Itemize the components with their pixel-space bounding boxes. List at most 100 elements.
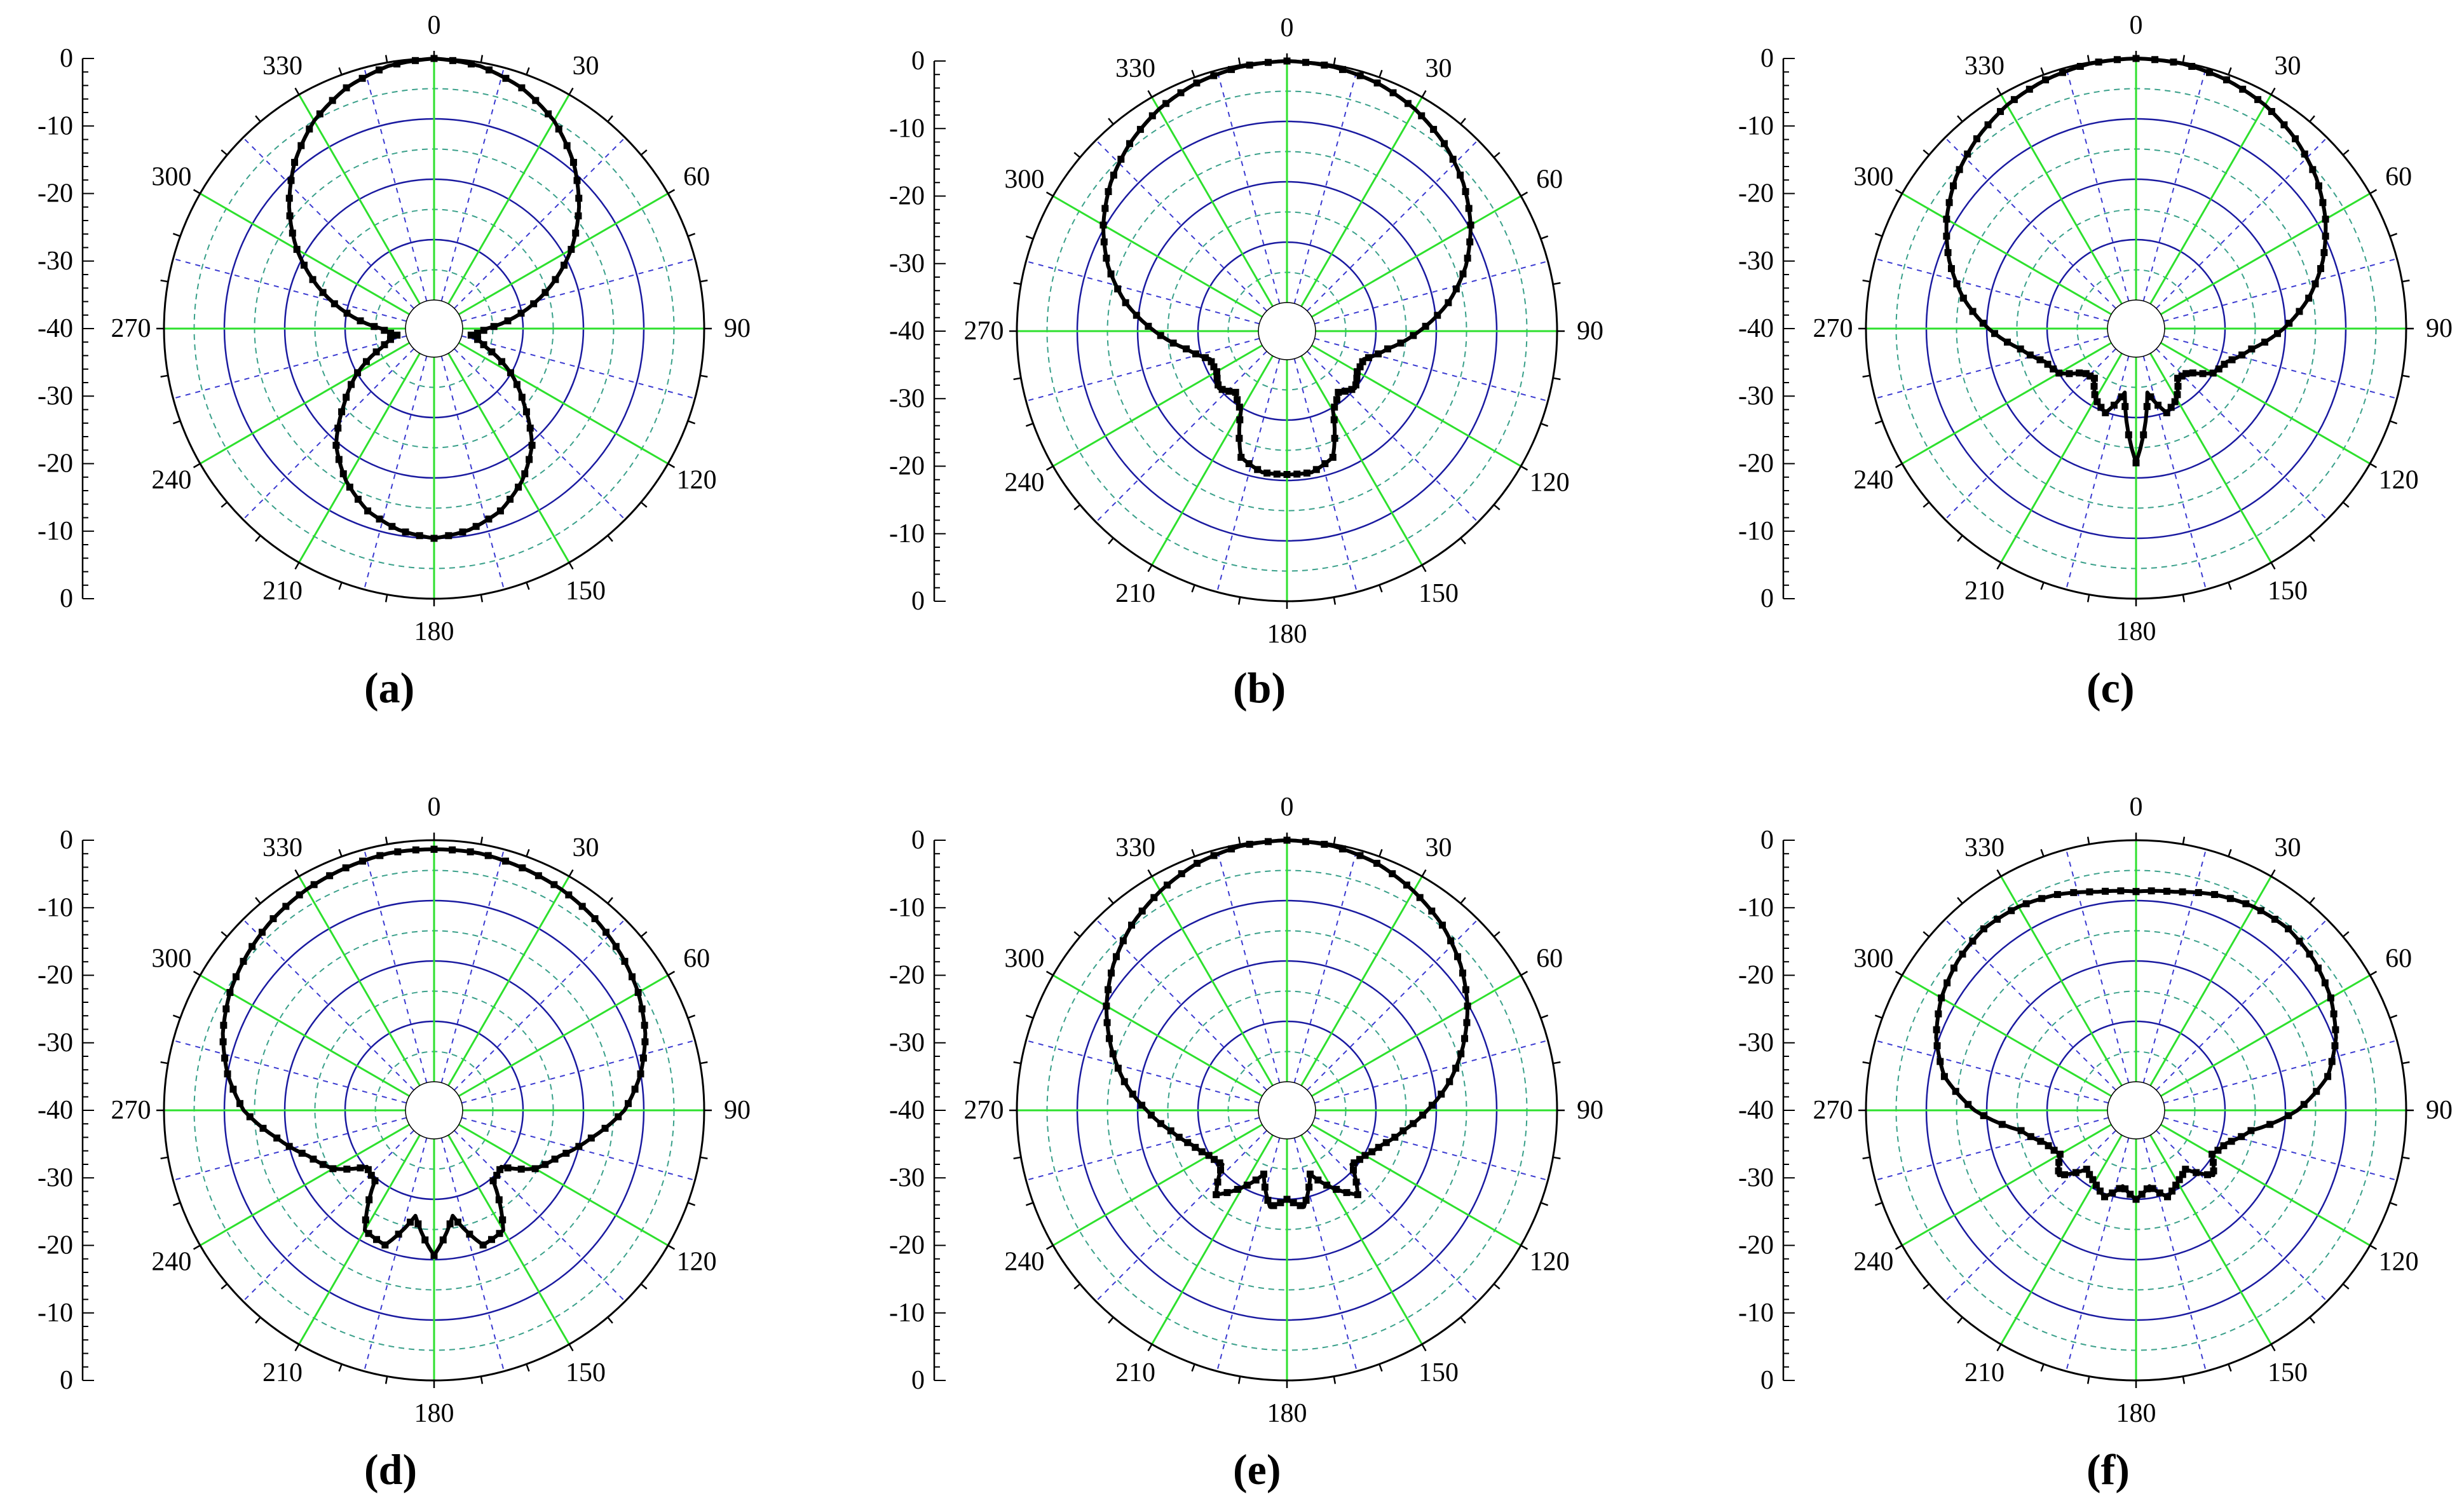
data-point [507,495,514,503]
data-point [1969,308,1977,315]
data-point [641,1038,649,1045]
data-point [1356,1155,1363,1163]
data-point [587,1134,595,1142]
angle-tick-label: 240 [1853,1248,1893,1277]
data-point [2143,1185,2151,1193]
angle-tick-label: 330 [1115,54,1155,83]
data-point [1312,466,1320,473]
data-point [393,60,400,68]
angle-tick-mark [2402,279,2410,283]
angle-tick-mark [1957,1316,1963,1324]
data-point [1183,345,1190,353]
major-spoke [458,974,669,1097]
radial-tick-label: 0 [911,587,925,616]
data-point [1099,221,1107,229]
data-point [309,276,317,283]
data-point [2113,56,2121,64]
angle-tick-mark [1025,423,1034,427]
data-point [2172,1182,2180,1189]
radial-tick-label: -30 [1738,1028,1774,1058]
data-point [526,456,533,463]
data-point [430,535,438,542]
radial-tick-label: 0 [911,1366,925,1395]
data-point [1368,1148,1376,1155]
data-point [569,158,577,166]
radial-tick-label: -40 [37,1096,73,1125]
data-point [416,532,423,540]
angle-tick-label: 0 [1281,793,1294,822]
data-point [310,1155,317,1163]
angle-tick-mark [1493,152,1501,158]
data-point [2171,398,2179,405]
angle-tick-mark [687,233,696,237]
data-point [1335,388,1342,396]
angle-tick-mark [1237,836,1241,845]
data-point [545,110,552,118]
angle-tick-mark [1191,848,1195,857]
data-point [638,1005,646,1012]
data-point [489,1177,497,1185]
data-point [2228,1138,2235,1145]
data-point [2008,907,2015,915]
data-point [551,1155,559,1163]
angle-tick-mark [2402,1061,2410,1065]
data-point [343,1166,351,1173]
angle-tick-mark [294,87,300,95]
data-point [541,1161,549,1168]
radial-tick-label: -40 [1738,314,1774,343]
angle-tick-mark [1923,1283,1930,1290]
data-point [1422,322,1429,330]
major-spoke [458,193,669,315]
angle-tick-label: 60 [1536,944,1563,974]
data-point [2156,1189,2163,1197]
data-point [2118,393,2125,400]
data-point [1246,61,1253,69]
data-point [1283,471,1291,478]
angle-tick-mark [568,1344,574,1352]
angle-tick-mark [1862,279,1870,283]
data-point [1356,852,1364,859]
data-point [575,194,583,202]
data-point [522,408,530,416]
data-point [2220,1142,2228,1150]
angle-tick-mark [1025,1014,1034,1019]
data-point [1290,1199,1297,1206]
data-point [1223,1188,1231,1196]
data-point [1218,386,1226,393]
angle-tick-mark [1147,90,1153,98]
data-point [1449,156,1457,163]
angle-tick-label: 90 [1577,317,1603,346]
data-point [2327,994,2334,1002]
data-point [1943,215,1950,223]
angle-tick-mark [667,971,676,976]
data-point [2090,374,2098,382]
angle-tick-label: 150 [566,1358,606,1387]
data-point [1354,1191,1361,1199]
angle-tick-label: 270 [964,1096,1004,1125]
major-spoke [2160,974,2371,1097]
angle-tick-label: 300 [1853,944,1893,974]
data-point [1375,1143,1382,1151]
angle-tick-label: 0 [2130,11,2143,40]
major-spoke [200,193,410,315]
angle-tick-mark [1421,1344,1427,1352]
data-point [339,470,347,477]
data-point [2280,121,2288,128]
angle-tick-mark [1108,897,1114,904]
angle-tick-mark [385,836,388,845]
angle-tick-mark [1237,57,1241,65]
angle-tick-label: 180 [414,617,454,646]
data-point [2206,69,2214,76]
angle-tick-mark [667,1244,676,1250]
angle-tick-mark [1333,836,1337,845]
angle-tick-mark [160,1061,168,1065]
angle-tick-mark [338,582,343,590]
angle-tick-label: 300 [151,163,191,192]
data-point [388,522,396,530]
data-point [1193,79,1201,87]
angle-tick-label: 30 [573,51,599,81]
data-point [1338,65,1346,73]
data-point [1157,1120,1164,1127]
data-point [2188,62,2196,70]
angle-tick-mark [172,1014,181,1019]
